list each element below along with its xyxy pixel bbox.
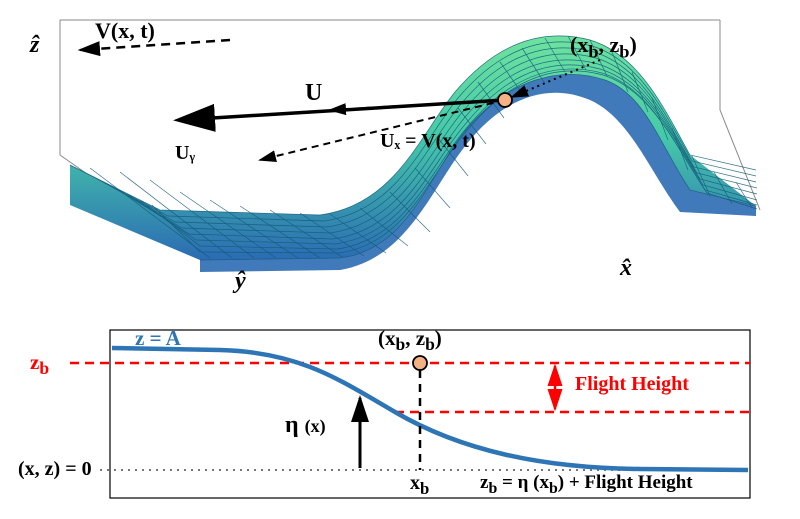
label-flight: Flight Height xyxy=(575,373,689,396)
label-U: U xyxy=(305,80,322,107)
label-Uy: Uᵧ xyxy=(175,142,195,165)
label-eta: η (x) xyxy=(285,412,326,439)
label-x-hat: x̂ xyxy=(620,255,632,282)
wave-profile-2d xyxy=(112,348,748,470)
label-z-hat: ẑ xyxy=(30,32,39,59)
label-Ux: Uₓ = V(x, t) xyxy=(380,130,476,153)
label-zA: z = A xyxy=(135,326,181,351)
label-V: V(x, t) xyxy=(95,18,155,44)
bird-marker-3d xyxy=(498,93,512,107)
label-point-2d: (xb, zb) xyxy=(378,326,442,355)
label-eq: zb = η (xb) + Flight Height xyxy=(480,472,693,498)
label-y-hat: ŷ xyxy=(235,268,246,295)
figure-svg xyxy=(0,0,800,519)
label-xz0: (x, z) = 0 xyxy=(18,458,92,481)
label-point-3d: (xb, zb) xyxy=(570,32,637,62)
label-xb: xb xyxy=(410,472,429,499)
wave-surface xyxy=(70,36,756,272)
bird-marker-2d xyxy=(413,356,427,370)
label-zb: zb xyxy=(30,350,49,379)
